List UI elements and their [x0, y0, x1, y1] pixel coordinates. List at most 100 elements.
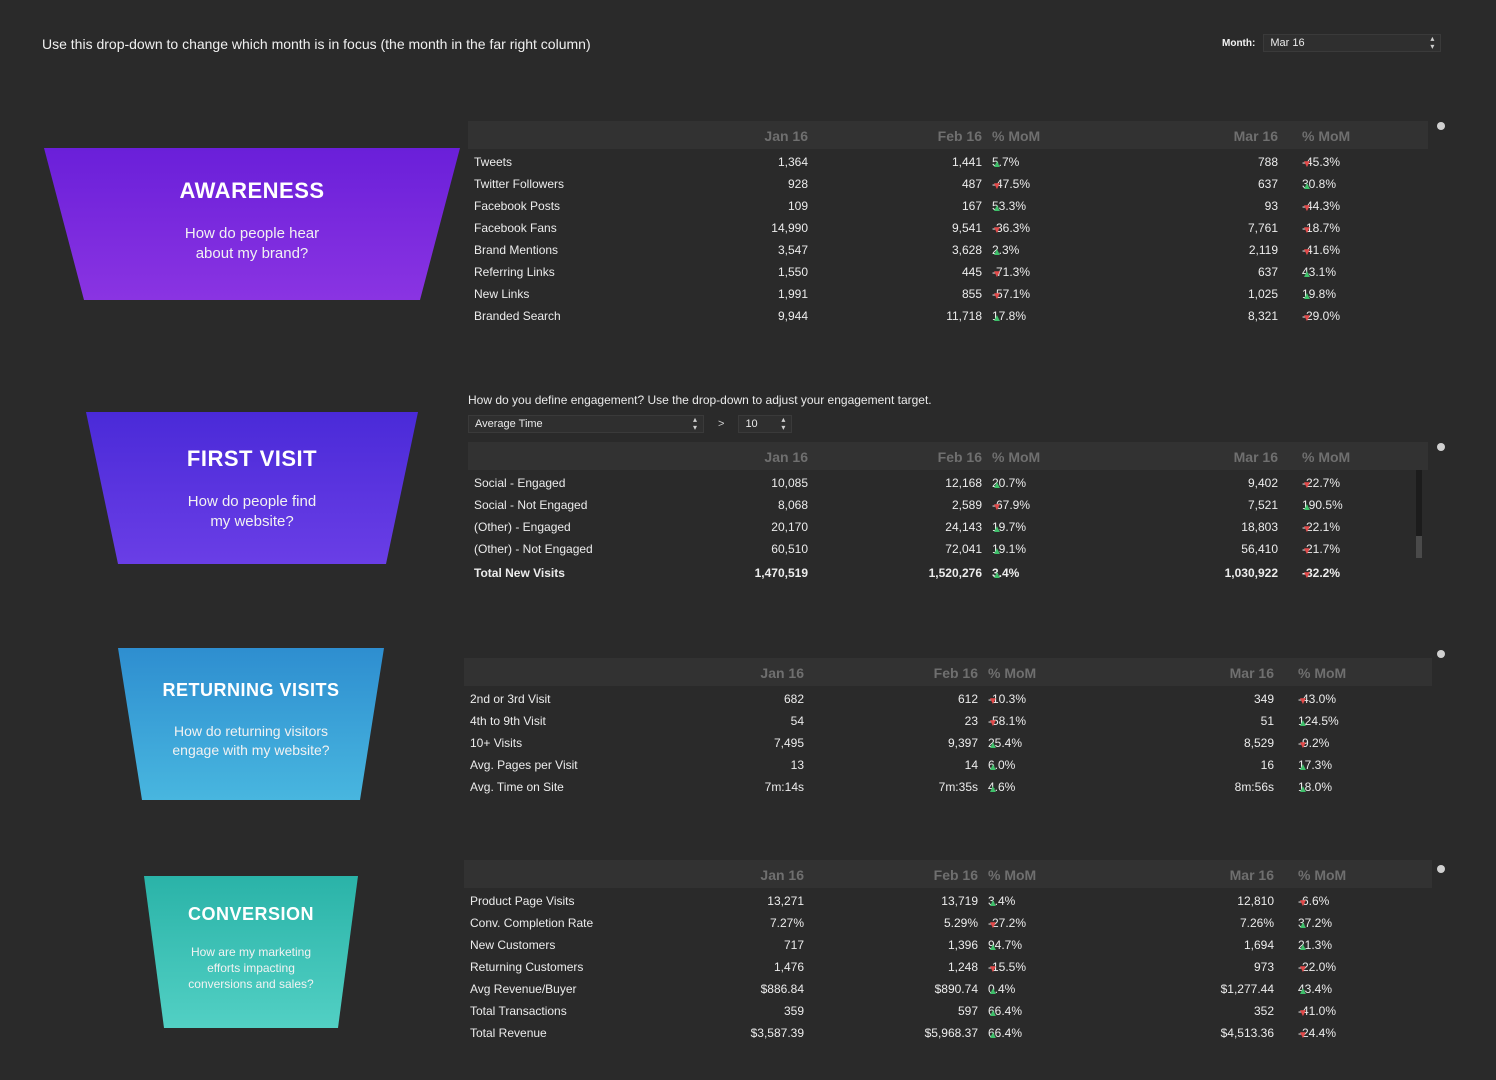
funnel-first-visit-subtitle-line2: my website? [210, 513, 294, 531]
select-arrows-icon: ▴ ▾ [692, 415, 697, 432]
col-header-mar: Mar 16 [1233, 449, 1278, 465]
trend-down-icon: ▼ [1298, 898, 1308, 909]
funnel-first-visit-subtitle-line1: How do people find [187, 493, 317, 510]
cell-jan: 7,495 [773, 736, 804, 750]
cell-feb-mom-value: 5.7% [992, 155, 1020, 169]
select-arrows-icon: ▴ ▾ [1430, 34, 1435, 51]
trend-down-icon: ▼ [1302, 313, 1312, 324]
table-row: Product Page Visits 13,271 13,719 ▲ 3.4% 12,… [464, 890, 1432, 912]
cell-feb-mom-value: 3.4% [992, 566, 1020, 580]
cell-jan: 7.27% [769, 916, 804, 930]
funnel-awareness-subtitle-line2: about my brand? [195, 245, 309, 263]
table-header: Jan 16 Feb 16 % MoM Mar 16 % MoM [464, 860, 1432, 888]
trend-up-icon: ▲ [1302, 181, 1312, 192]
cell-feb-mom-value: -15.5% [988, 960, 1027, 974]
cell-jan: 1,364 [777, 155, 808, 169]
row-label: Avg. Time on Site [470, 780, 564, 794]
cell-mar-mom-value: 37.2% [1298, 916, 1333, 930]
cell-feb-mom-value: 19.1% [992, 542, 1027, 556]
month-select[interactable]: Mar 16 ▴ ▾ [1263, 34, 1442, 52]
row-label: (Other) - Not Engaged [474, 542, 593, 556]
cell-jan: 14,990 [771, 221, 808, 235]
cell-feb: 487 [961, 177, 982, 191]
settings-dot-icon[interactable] [1437, 122, 1445, 130]
table-row: Total New Visits 1,470,519 1,520,276 ▲ 3.4%… [468, 562, 1428, 584]
settings-dot-icon[interactable] [1437, 443, 1445, 451]
settings-dot-icon[interactable] [1437, 865, 1445, 873]
cell-feb-mom: ▼ -57.1% [992, 287, 1030, 302]
cell-mar-mom: ▼ -24.4% [1298, 1026, 1336, 1041]
cell-feb-mom: ▲ 53.3% [992, 199, 1026, 214]
cell-feb-mom: ▲ 5.7% [992, 155, 1020, 170]
trend-up-icon: ▲ [988, 740, 998, 751]
table-row: 4th to 9th Visit 54 23 ▼ -58.1% 51 ▲ 124.5% [464, 710, 1432, 732]
row-label: Twitter Followers [474, 177, 565, 191]
col-header-feb: Feb 16 [933, 665, 978, 681]
cell-jan: 8,068 [777, 498, 808, 512]
cell-feb-mom: ▼ -10.3% [988, 692, 1026, 707]
cell-feb-mom-value: 19.7% [992, 520, 1027, 534]
cell-mar-mom: ▼ -22.0% [1298, 960, 1336, 975]
col-header-mar: Mar 16 [1233, 128, 1278, 144]
trend-down-icon: ▼ [1298, 964, 1308, 975]
table-scrollbar[interactable] [1416, 470, 1422, 558]
trend-down-icon: ▼ [1298, 740, 1308, 751]
row-label: Avg. Pages per Visit [470, 758, 578, 772]
funnel-awareness-subtitle: How do people hear about my brand? [44, 224, 460, 265]
trend-down-icon: ▼ [992, 269, 1002, 280]
cell-mar: 51 [1260, 714, 1274, 728]
cell-feb: 23 [964, 714, 978, 728]
table-row: Brand Mentions 3,547 3,628 ▲ 2.3% 2,119 ▼ -41… [468, 239, 1428, 261]
first-visit-table: Jan 16 Feb 16 % MoM Mar 16 % MoM Social - Eng… [468, 442, 1428, 584]
cell-jan: 109 [787, 199, 808, 213]
row-label: Referring Links [474, 265, 555, 279]
cell-mar: 8m:56s [1234, 780, 1274, 794]
trend-up-icon: ▲ [1298, 784, 1308, 795]
cell-mar-mom: ▼ -44.3% [1302, 199, 1340, 214]
cell-feb-mom-value: 20.7% [992, 476, 1027, 490]
cell-feb: 612 [957, 692, 978, 706]
row-label: 2nd or 3rd Visit [470, 692, 551, 706]
col-header-mar-mom: % MoM [1302, 128, 1351, 144]
trend-down-icon: ▼ [988, 696, 998, 707]
cell-mar-mom-value: 18.0% [1298, 780, 1333, 794]
cell-mar-mom: ▼ -21.7% [1302, 542, 1340, 557]
table-row: Avg. Time on Site 7m:14s 7m:35s ▲ 4.6% 8m:56… [464, 776, 1432, 798]
cell-feb: 11,718 [946, 309, 982, 323]
cell-feb: 24,143 [945, 520, 982, 534]
col-header-feb-mom: % MoM [988, 867, 1037, 883]
row-label: Avg Revenue/Buyer [470, 982, 577, 996]
cell-mar-mom: ▲ 37.2% [1298, 916, 1333, 931]
cell-feb-mom: ▲ 19.1% [992, 542, 1027, 557]
table-total: Total New Visits 1,470,519 1,520,276 ▲ 3.4%… [468, 562, 1428, 584]
engagement-target-select[interactable]: 10 ▴ ▾ [738, 415, 793, 433]
cell-feb-mom-value: -47.5% [992, 177, 1031, 191]
table-row: Facebook Posts 109 167 ▲ 53.3% 93 ▼ -44.3% [468, 195, 1428, 217]
row-label: Social - Engaged [474, 476, 566, 490]
trend-down-icon: ▼ [1302, 480, 1312, 491]
cell-mar: 93 [1264, 199, 1278, 213]
cell-jan: 10,085 [771, 476, 808, 490]
cell-mar: 788 [1257, 155, 1278, 169]
cell-feb-mom-value: 3.4% [988, 894, 1016, 908]
cell-feb-mom: ▼ -36.3% [992, 221, 1030, 236]
settings-dot-icon[interactable] [1437, 650, 1445, 658]
cell-mar: 1,030,922 [1224, 566, 1278, 580]
trend-down-icon: ▼ [1302, 570, 1312, 581]
cell-feb-mom: ▲ 3.4% [992, 566, 1020, 581]
trend-down-icon: ▼ [1302, 225, 1312, 236]
funnel-awareness-shape [44, 148, 460, 300]
row-label: 10+ Visits [470, 736, 523, 750]
funnel-returning-visits: RETURNING VISITS How do returning visito… [118, 648, 384, 800]
cell-mar-mom: ▲ 30.8% [1302, 177, 1336, 192]
cell-feb-mom: ▲ 66.4% [988, 1004, 1022, 1019]
cell-feb-mom: ▼ -47.5% [992, 177, 1031, 192]
table-row: New Customers 717 1,396 ▲ 94.7% 1,694 ▲ 21.3% [464, 934, 1432, 956]
cell-jan: 359 [783, 1004, 804, 1018]
cell-feb-mom: ▲ 3.4% [988, 894, 1016, 909]
cell-mar-mom-value: -6.6% [1298, 894, 1330, 908]
engagement-metric-select[interactable]: Average Time ▴ ▾ [468, 415, 704, 433]
table-scrollbar-thumb[interactable] [1416, 536, 1422, 558]
month-picker: Month: Mar 16 ▴ ▾ [1222, 34, 1442, 52]
col-header-feb-mom: % MoM [992, 449, 1041, 465]
